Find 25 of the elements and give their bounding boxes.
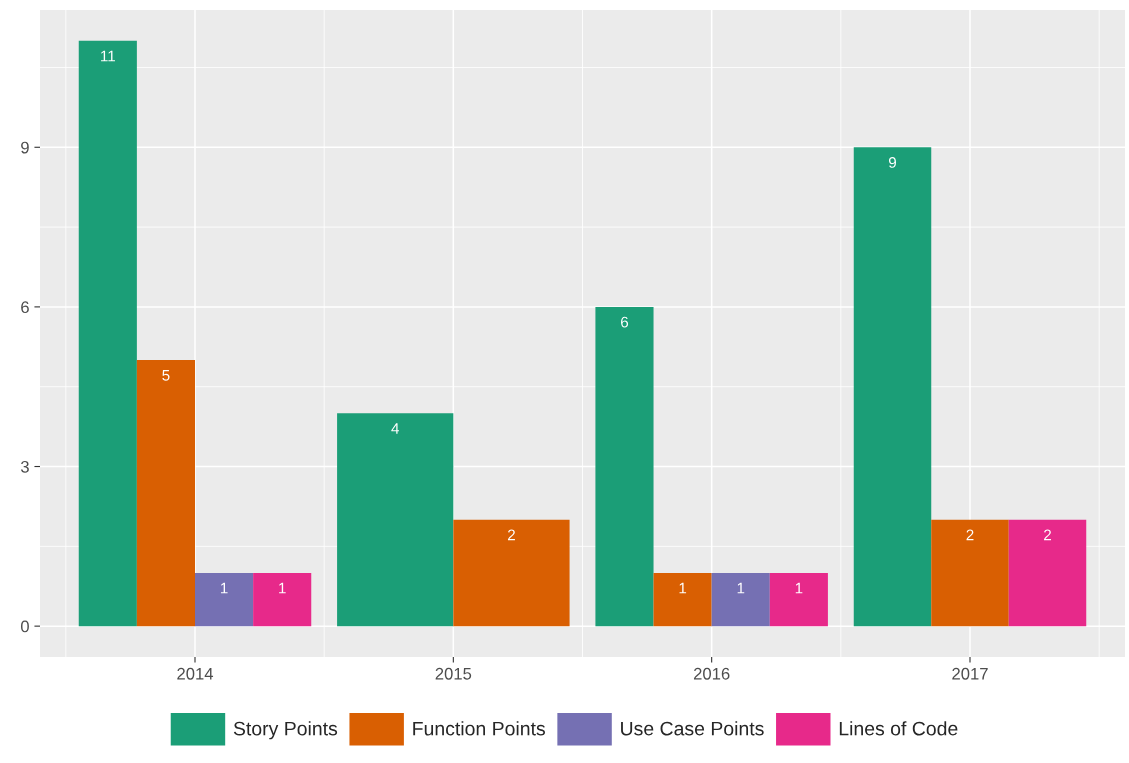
data-label: 2 <box>966 529 974 541</box>
data-label: 1 <box>279 582 286 594</box>
y-tick-label: 6 <box>21 301 29 314</box>
legend-label: Function Points <box>413 721 545 736</box>
data-label: 5 <box>162 370 170 381</box>
legend-label: Use Case Points <box>621 721 764 736</box>
y-tick-label: 9 <box>21 141 29 154</box>
data-label: 4 <box>391 423 400 434</box>
x-tick-label: 2016 <box>693 667 730 680</box>
data-label: 1 <box>220 582 228 594</box>
y-tick-label: 0 <box>20 620 29 633</box>
y-tick-label: 3 <box>20 460 29 473</box>
legend-label: Story Points <box>233 721 338 740</box>
data-label: 6 <box>621 316 629 328</box>
data-label: 2 <box>507 529 515 541</box>
x-tick-label: 2015 <box>435 667 472 680</box>
x-tick-label: 2014 <box>177 667 214 680</box>
legend-label: Lines of Code <box>839 721 958 736</box>
data-label: 1 <box>737 582 745 594</box>
data-label: 1 <box>679 582 687 594</box>
data-label: 9 <box>888 157 897 168</box>
data-label: 2 <box>1044 529 1051 541</box>
data-label: 1 <box>795 582 803 594</box>
x-tick-label: 2017 <box>952 667 988 680</box>
data-label: 11 <box>101 50 115 62</box>
